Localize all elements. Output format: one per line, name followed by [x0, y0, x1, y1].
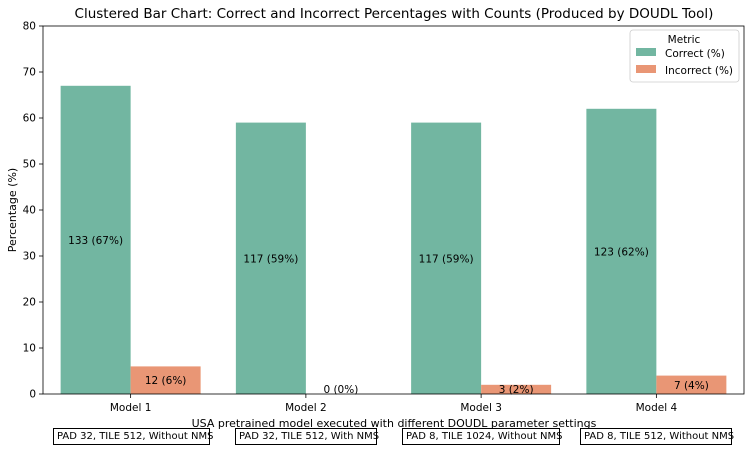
bar-incorrect-3 — [481, 384, 552, 394]
y-axis: 0 10 20 30 40 50 60 70 80 — [23, 21, 43, 401]
y-tick-label: 40 — [23, 205, 36, 217]
bar-label-correct-1: 133 (67%) — [68, 235, 123, 247]
x-tick-label: Model 1 — [110, 402, 152, 414]
bars — [60, 85, 727, 395]
plot-frame — [42, 25, 745, 395]
bar-label-correct-4: 123 (62%) — [594, 246, 649, 258]
bar-value-labels: 133 (67%) 12 (6%) 117 (59%) 0 (0%) 117 (59%)… — [68, 235, 709, 396]
bar-correct-3 — [411, 122, 482, 394]
y-tick-label: 30 — [23, 251, 36, 263]
category-note-model-3: PAD 8, TILE 1024, Without NMS — [402, 428, 562, 445]
bar-label-incorrect-1: 12 (6%) — [145, 375, 187, 387]
y-axis-label: Percentage (%) — [6, 168, 19, 252]
category-note-model-1: PAD 32, TILE 512, Without NMS — [53, 428, 213, 445]
bar-correct-2 — [235, 122, 306, 394]
bar-correct-4 — [586, 108, 657, 395]
bar-incorrect-1 — [130, 366, 201, 394]
bar-label-incorrect-3: 3 (2%) — [499, 384, 534, 396]
bar-label-correct-3: 117 (59%) — [419, 253, 474, 265]
legend-swatch-correct — [636, 48, 656, 56]
x-tick-label: Model 4 — [636, 402, 678, 414]
x-axis: Model 1 Model 2 Model 3 Model 4 — [110, 394, 678, 414]
legend-swatch-incorrect — [636, 65, 656, 73]
x-tick-label: Model 3 — [460, 402, 502, 414]
x-tick-label: Model 2 — [285, 402, 327, 414]
chart-title: Clustered Bar Chart: Correct and Incorre… — [75, 6, 714, 22]
bar-label-correct-2: 117 (59%) — [243, 253, 298, 265]
y-tick-label: 20 — [23, 297, 36, 309]
x-axis-label: USA pretrained model executed with diffe… — [192, 417, 597, 430]
legend-title: Metric — [668, 34, 701, 46]
y-tick-label: 0 — [29, 389, 36, 401]
y-tick-label: 10 — [23, 343, 36, 355]
bar-label-incorrect-4: 7 (4%) — [674, 380, 709, 392]
y-tick-label: 70 — [23, 67, 36, 79]
y-tick-label: 50 — [23, 159, 36, 171]
legend-label-incorrect: Incorrect (%) — [665, 65, 733, 77]
y-tick-label: 80 — [23, 21, 36, 33]
legend: Metric Correct (%) Incorrect (%) — [629, 29, 740, 83]
bar-correct-1 — [60, 85, 131, 395]
legend-label-correct: Correct (%) — [665, 48, 725, 60]
category-note-model-2: PAD 32, TILE 512, With NMS — [235, 428, 379, 445]
y-tick-label: 60 — [23, 113, 36, 125]
category-note-model-4: PAD 8, TILE 512, Without NMS — [580, 428, 734, 445]
legend-box — [629, 29, 740, 83]
bar-label-incorrect-2: 0 (0%) — [323, 384, 358, 396]
bar-incorrect-4 — [656, 375, 727, 394]
